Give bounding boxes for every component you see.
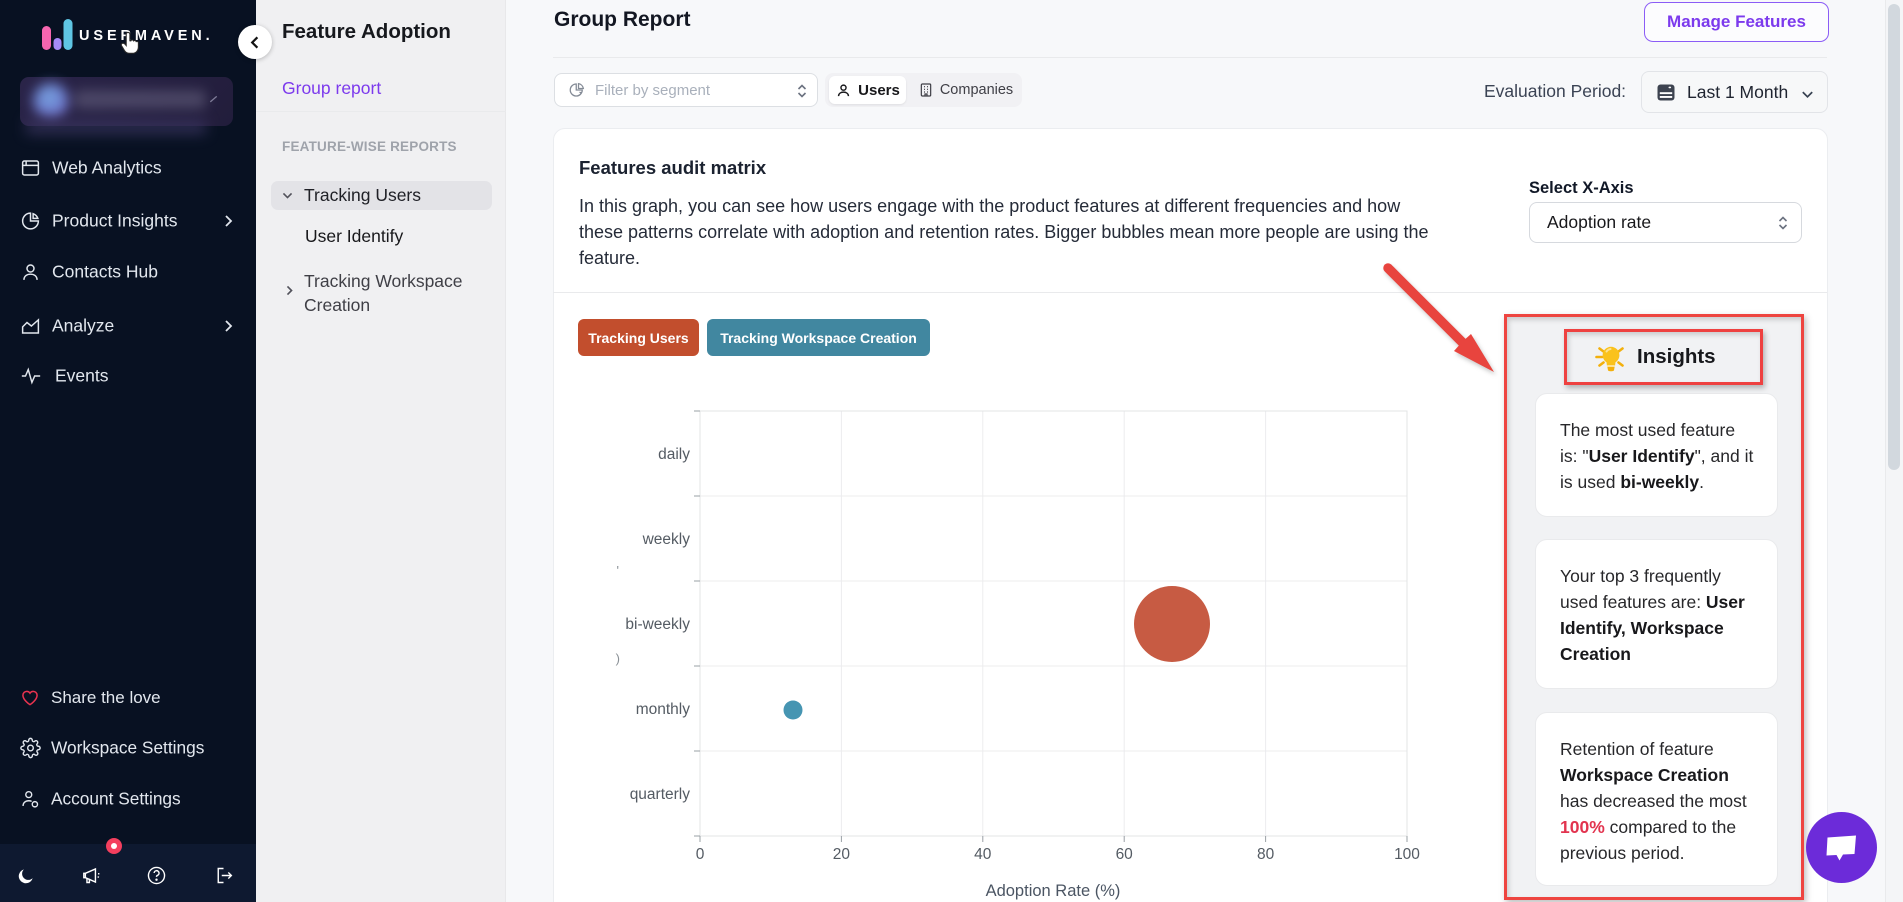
svg-text:100: 100 xyxy=(1394,846,1420,863)
svg-text:bi-weekly: bi-weekly xyxy=(625,616,690,633)
svg-text:0: 0 xyxy=(696,846,705,863)
svg-text:monthly: monthly xyxy=(636,701,691,718)
svg-text:daily: daily xyxy=(658,446,690,463)
svg-text:80: 80 xyxy=(1257,846,1275,863)
svg-text:Adoption Rate (%): Adoption Rate (%) xyxy=(986,882,1121,900)
svg-text:20: 20 xyxy=(833,846,851,863)
svg-text:60: 60 xyxy=(1116,846,1134,863)
svg-text:40: 40 xyxy=(974,846,992,863)
svg-text:): ) xyxy=(616,651,620,666)
svg-text:weekly: weekly xyxy=(642,531,691,548)
svg-text:quarterly: quarterly xyxy=(630,786,691,803)
svg-text:': ' xyxy=(617,563,619,578)
